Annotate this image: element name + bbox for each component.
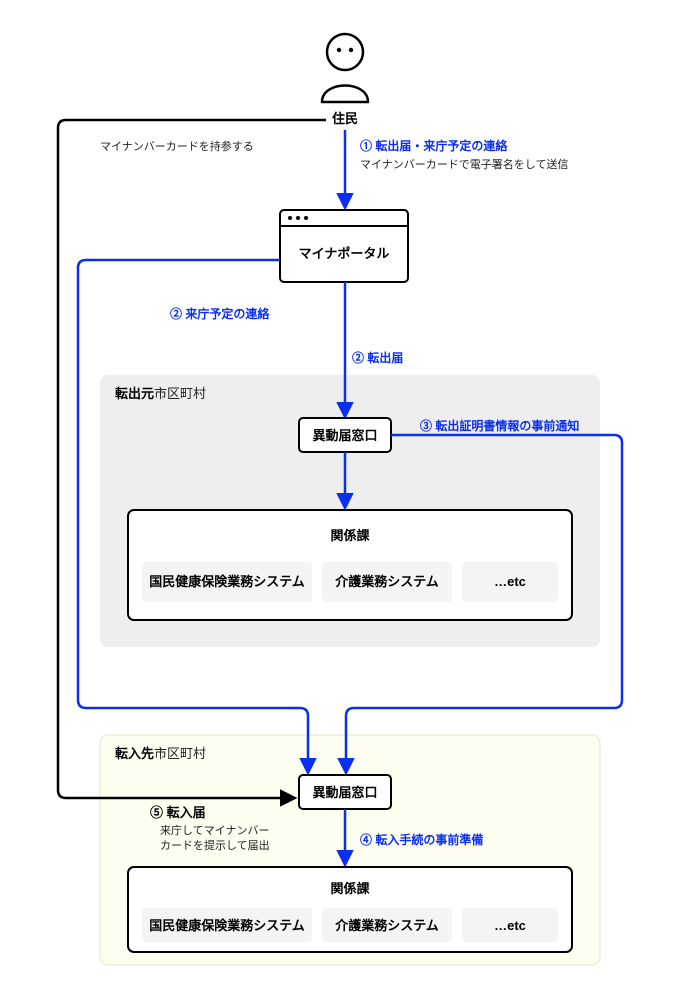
edge-e3-title: ③ 転出証明書情報の事前通知 — [420, 418, 579, 433]
edge-e5-title: ⑤ 転入届 — [150, 805, 206, 820]
actor-label: 住民 — [332, 111, 358, 126]
region-from-suffix: 市区町村 — [154, 386, 206, 401]
node-window-to-label: 異動届窓口 — [312, 785, 377, 800]
system-from-2-label: …etc — [494, 574, 526, 589]
edge-e1-title: ① 転出届・来庁予定の連絡 — [360, 138, 508, 153]
node-related-from-label: 関係課 — [330, 528, 370, 543]
actor-icon — [322, 34, 368, 102]
svg-text:転出元市区町村: 転出元市区町村 — [115, 386, 206, 401]
system-to-0-label: 国民健康保険業務システム — [149, 918, 305, 933]
region-from-prefix: 転出元 — [115, 386, 154, 401]
edge-e5-sub2: カードを提示して届出 — [160, 838, 270, 852]
edge-e4-title: ④ 転入手続の事前準備 — [360, 832, 483, 847]
svg-text:転入先市区町村: 転入先市区町村 — [115, 746, 206, 761]
system-from-0-label: 国民健康保険業務システム — [149, 574, 305, 589]
edge-e2a-title: ② 来庁予定の連絡 — [170, 306, 270, 321]
node-myna-portal: マイナポータル — [280, 210, 408, 282]
edge-e1-sub: マイナンバーカードで電子署名をして送信 — [360, 157, 568, 171]
node-related-to-label: 関係課 — [330, 881, 370, 896]
region-to-suffix: 市区町村 — [154, 746, 206, 761]
system-from-1-label: 介護業務システム — [334, 574, 439, 589]
node-myna-portal-label: マイナポータル — [299, 246, 390, 261]
system-to-2-label: …etc — [494, 918, 526, 933]
edge-bring-title: マイナンバーカードを持参する — [100, 139, 254, 153]
system-to-1-label: 介護業務システム — [334, 918, 439, 933]
region-to-prefix: 転入先 — [115, 746, 154, 761]
node-window-from-label: 異動届窓口 — [312, 428, 377, 443]
edge-e5-sub1: 来庁してマイナンバー — [160, 823, 269, 837]
edge-e2b-title: ② 転出届 — [352, 350, 403, 365]
flowchart-diagram: 転出元市区町村 転入先市区町村 住民 ① 転出届・来庁予定の連絡 マイナンバーカ… — [0, 0, 689, 1000]
